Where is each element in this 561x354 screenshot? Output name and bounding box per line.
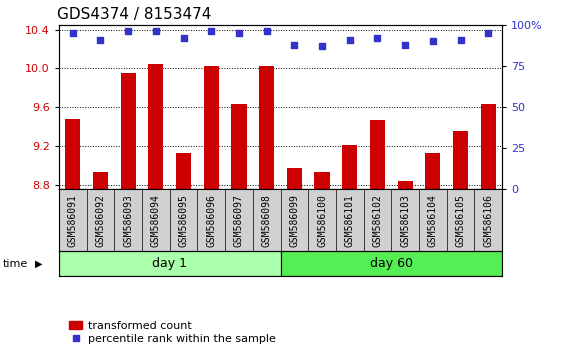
Bar [342,145,357,189]
Point [484,30,493,36]
Point [401,42,410,47]
Bar [425,153,440,189]
Bar [59,251,280,276]
Text: GSM586104: GSM586104 [428,194,438,247]
Point [429,38,438,44]
Legend: transformed count, percentile rank within the sample: transformed count, percentile rank withi… [65,316,280,348]
Bar [231,104,247,189]
Bar [176,153,191,189]
Point [179,35,188,41]
Bar [287,168,302,189]
Text: GSM586093: GSM586093 [123,194,133,247]
Text: GSM586091: GSM586091 [68,194,78,247]
Point [318,43,327,49]
Bar [370,120,385,189]
Bar [121,73,136,189]
Point [207,29,216,34]
Bar [481,104,496,189]
Point [68,30,77,36]
Point [345,37,354,42]
Point [123,29,132,34]
Text: GSM586103: GSM586103 [400,194,410,247]
Text: time: time [3,259,28,269]
Bar [93,172,108,189]
Bar [314,172,330,189]
Text: GSM586102: GSM586102 [373,194,383,247]
Text: day 1: day 1 [152,257,187,270]
Bar [280,251,502,276]
Point [290,42,299,47]
Text: GSM586094: GSM586094 [151,194,161,247]
Bar [65,119,80,189]
Text: GDS4374 / 8153474: GDS4374 / 8153474 [57,7,211,22]
Text: GSM586100: GSM586100 [317,194,327,247]
Text: GSM586092: GSM586092 [95,194,105,247]
Point [373,35,382,41]
Text: day 60: day 60 [370,257,413,270]
Bar [453,131,468,189]
Text: GSM586099: GSM586099 [289,194,300,247]
Point [456,37,465,42]
Point [262,29,271,34]
Text: GSM586096: GSM586096 [206,194,216,247]
Text: ▶: ▶ [35,259,42,269]
Text: GSM586098: GSM586098 [261,194,272,247]
Text: GSM586095: GSM586095 [178,194,188,247]
Text: GSM586105: GSM586105 [456,194,466,247]
Bar [398,181,413,189]
Bar [259,67,274,189]
Text: GSM586106: GSM586106 [483,194,493,247]
Text: GSM586097: GSM586097 [234,194,244,247]
Point [96,37,105,42]
Point [234,30,243,36]
Bar [148,63,163,189]
Point [151,29,160,34]
Text: GSM586101: GSM586101 [345,194,355,247]
Bar [204,67,219,189]
